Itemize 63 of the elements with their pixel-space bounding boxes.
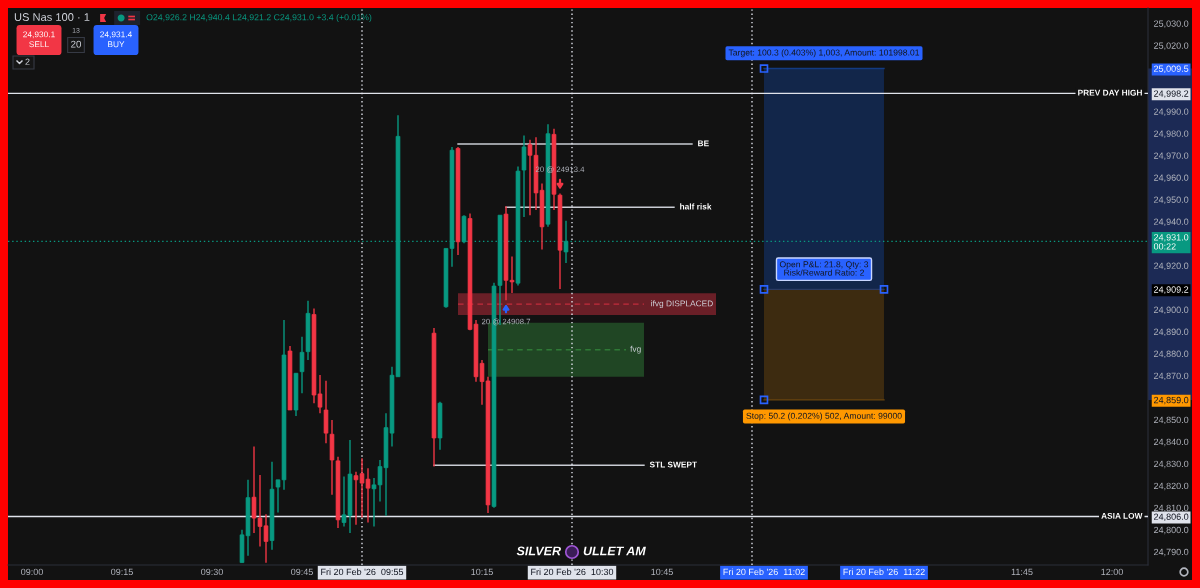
y-tick-label: 24,931.0 00:22	[1153, 234, 1189, 250]
point	[759, 285, 769, 294]
annotation: Stop: 50.2 (0.202%) 502, Amount: 99000	[746, 412, 902, 421]
y-tick-label: 24,790.0	[1154, 548, 1189, 557]
y-tick-label: 25,020.0	[1154, 42, 1189, 50]
y-tick-label: 24,880.0	[1154, 350, 1189, 359]
y-tick-label: 24,810.0	[1154, 504, 1189, 513]
y-tick-label: 24,806.0	[1154, 513, 1189, 521]
y-tick-label: 24,820.0	[1154, 482, 1189, 491]
x-tick-label: 09:45	[291, 568, 313, 576]
x-tick-label: Fri 20 Feb '26 11:02	[723, 568, 805, 576]
annotation: 2	[25, 58, 30, 65]
point	[759, 395, 769, 405]
series-label: ifvg DISPLACED	[651, 300, 713, 308]
y-tick-label: 24,840.0	[1154, 438, 1189, 447]
x-tick-label: 11:45	[1011, 568, 1033, 576]
y-tick-label: 24,900.0	[1154, 306, 1189, 315]
y-tick-label: 24,960.0	[1154, 174, 1189, 182]
x-tick-label: 09:15	[111, 568, 133, 576]
y-tick-label: 25,030.0	[1154, 20, 1189, 28]
series-label: half risk	[680, 203, 712, 210]
y-tick-label: 24,830.0	[1154, 460, 1189, 469]
x-tick-label: Fri 20 Feb '26 10:30	[531, 568, 614, 576]
annotation: ULLET AM	[583, 546, 646, 556]
x-tick-label: 10:15	[471, 568, 493, 576]
annotation: 24,930.1 SELL	[23, 31, 55, 48]
y-tick-label: 24,850.0	[1154, 416, 1189, 425]
x-tick-label: 10:45	[651, 568, 673, 576]
annotation: 20	[71, 40, 82, 48]
point	[879, 285, 889, 294]
y-tick-label: 24,800.0	[1154, 526, 1189, 535]
ref-line-label: ASIA LOW	[1101, 512, 1143, 519]
y-tick-label: 24,950.0	[1154, 196, 1189, 204]
y-tick-label: 24,859.0	[1154, 396, 1189, 405]
annotation: 24,931.4 BUY	[100, 31, 132, 48]
y-tick-label: 24,980.0	[1154, 130, 1189, 138]
series-label: STL SWEPT	[649, 461, 698, 468]
x-tick-label: Fri 20 Feb '26 09:55	[321, 568, 404, 576]
y-tick-label: 25,009.5	[1154, 65, 1189, 73]
x-tick-label: 09:30	[201, 568, 223, 576]
annotation: Open P&L: 21.8, Qty: 3 Risk/Reward Ratio: 2	[779, 261, 869, 276]
y-tick-label: 24,920.0	[1154, 262, 1189, 271]
y-tick-label: 24,998.2	[1154, 90, 1189, 98]
point	[759, 64, 769, 73]
annotation: SILVER	[516, 546, 561, 556]
x-tick-label: Fri 20 Feb '26 11:22	[843, 568, 925, 576]
y-tick-label: 24,970.0	[1154, 152, 1189, 160]
x-tick-label: 12:00	[1101, 568, 1123, 576]
y-tick-label: 24,909.2	[1154, 286, 1189, 294]
y-tick-label: 24,940.0	[1154, 218, 1189, 226]
candlestick	[323, 380, 329, 444]
candlestick	[299, 336, 305, 394]
x-tick-label: 09:00	[21, 568, 43, 576]
text: O24,926.2 H24,940.4 L24,921.2 C24,931.0 +3.4 (+0.01%)	[146, 13, 372, 23]
candlestick	[563, 219, 569, 264]
y-tick-label: 24,890.0	[1154, 328, 1189, 337]
ref-line-label: PREV DAY HIGH	[1078, 89, 1142, 96]
series-label: fvg	[630, 345, 641, 354]
annotation: Target: 100.3 (0.403%) 1,003, Amount: 101998.01	[728, 49, 920, 58]
chart-title: US Nas 100 · 1	[14, 13, 90, 21]
y-tick-label: 24,870.0	[1154, 372, 1189, 381]
y-tick-label: 24,990.0	[1154, 108, 1189, 116]
series-label: BE	[698, 140, 709, 147]
